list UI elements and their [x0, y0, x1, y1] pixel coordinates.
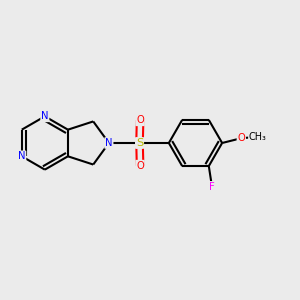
Text: S: S [136, 138, 143, 148]
Text: O: O [237, 133, 245, 143]
Text: N: N [105, 138, 113, 148]
Text: CH₃: CH₃ [249, 132, 267, 142]
Text: N: N [41, 111, 49, 121]
Text: O: O [136, 115, 144, 125]
Text: N: N [18, 151, 26, 161]
Text: F: F [209, 182, 215, 192]
Text: O: O [136, 160, 144, 171]
